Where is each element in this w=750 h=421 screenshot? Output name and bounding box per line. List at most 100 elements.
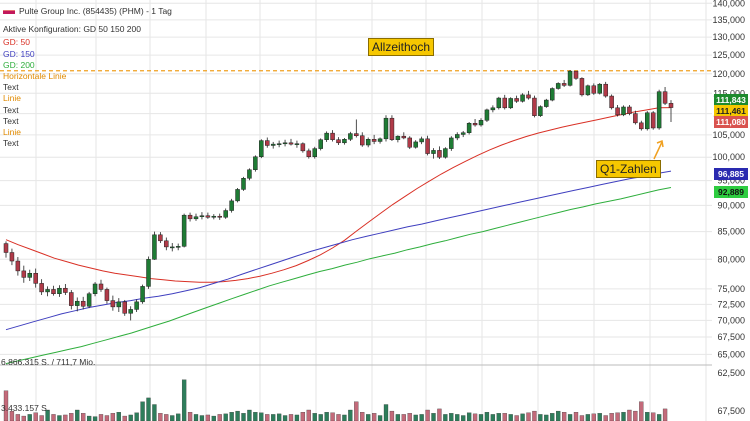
candle-body [211, 215, 217, 218]
candle-body [413, 141, 418, 148]
volume-bar [294, 414, 300, 421]
candle-body [306, 150, 312, 158]
candle-body [342, 139, 347, 144]
legend-item: Linie [3, 93, 21, 104]
candle-body [573, 70, 579, 79]
legend-items: GD: 50 GD: 150 GD: 200 Horizontale Linie Tex… [3, 37, 172, 149]
price-tag: 92,889 [714, 186, 748, 198]
candle-body [550, 88, 555, 101]
y-tick-label: 105,000 [712, 130, 745, 140]
volume-bar [324, 412, 329, 421]
volume-bar [490, 414, 496, 421]
candle-body [223, 210, 228, 218]
candle-body [288, 142, 294, 145]
volume-axis-tick-label: 62,500 [717, 368, 745, 378]
candle-body [152, 234, 157, 260]
candle-body [80, 300, 86, 307]
y-tick-label: 100,000 [712, 152, 745, 162]
volume-bar [241, 413, 246, 421]
price-tag: 111,461 [714, 105, 748, 117]
volume-bar [81, 413, 86, 421]
volume-bar [544, 414, 549, 421]
volume-bar [431, 413, 436, 421]
candle-body [561, 83, 567, 86]
volume-bar [265, 414, 270, 421]
volume-bar [318, 414, 323, 421]
volume-bar [627, 409, 632, 421]
all-time-high-callout: Allzeithoch [368, 38, 435, 56]
volume-bar [342, 414, 347, 421]
volume-bar [259, 412, 264, 421]
candle-body [502, 97, 507, 109]
legend-item: GD: 150 [3, 48, 35, 59]
volume-bar [229, 412, 234, 421]
volume-bar [573, 412, 579, 421]
candle-body [75, 300, 80, 306]
candle-body [555, 83, 561, 89]
volume-bar [336, 414, 341, 421]
candle-body [591, 85, 597, 94]
volume-bar [526, 412, 531, 421]
candle-body [662, 91, 668, 104]
y-tick-label: 95,000 [717, 176, 745, 186]
candle-body [425, 138, 430, 154]
volume-axis-tick-label: 67,500 [717, 406, 745, 416]
volume-bar [128, 414, 133, 421]
volume-bar [556, 410, 561, 421]
volume-bar [425, 409, 430, 421]
candle-body [241, 178, 246, 190]
candle-body [27, 272, 32, 278]
volume-bar [104, 415, 110, 421]
candle-body [86, 293, 92, 307]
y-tick-label: 130,000 [712, 32, 745, 42]
candle-body [15, 260, 21, 272]
candle-body [193, 216, 199, 220]
y-tick-label: 75,000 [717, 284, 745, 294]
candle-body [650, 112, 656, 129]
volume-label-top: 6.866.315 S. / 711,7 Mio. [1, 357, 95, 367]
candle-body [324, 132, 329, 140]
volume-bar [140, 401, 145, 421]
candle-body [128, 309, 133, 314]
candle-body [57, 287, 62, 294]
legend-item: Text [3, 138, 19, 149]
volume-bar [514, 415, 519, 421]
volume-bar [419, 414, 424, 421]
volume-bar [57, 415, 62, 421]
candle-body [164, 240, 169, 248]
y-tick-label: 90,000 [717, 200, 745, 210]
moving-average-line [5, 107, 672, 283]
candle-body [253, 156, 258, 170]
candle-body [639, 122, 644, 130]
candle-body [437, 150, 442, 158]
candle-body [508, 98, 513, 109]
candle-body [538, 106, 543, 116]
volume-bar [472, 413, 478, 421]
candle-body [633, 113, 638, 124]
volume-bar [550, 413, 555, 421]
moving-average-line [5, 187, 672, 365]
candle-body [175, 246, 181, 248]
volume-bar [520, 413, 525, 421]
y-tick-label: 80,000 [717, 254, 745, 264]
candle-body [247, 169, 252, 179]
candle-body [181, 214, 187, 247]
volume-bar [449, 413, 454, 421]
volume-bar [502, 413, 507, 421]
volume-bar [122, 415, 127, 421]
volume-bar [33, 412, 38, 421]
candle-body [51, 289, 56, 294]
price-tag: 111,843 [714, 94, 748, 106]
volume-bar [466, 412, 472, 421]
candle-body [199, 215, 205, 217]
candle-body [615, 107, 620, 116]
volume-bar [69, 413, 74, 421]
volume-bar [110, 413, 116, 421]
volume-bar [395, 414, 401, 421]
candle-body [443, 148, 448, 158]
candle-body [330, 132, 335, 140]
volume-bar [437, 408, 442, 421]
candle-body [585, 85, 591, 96]
volume-bar [312, 413, 317, 421]
